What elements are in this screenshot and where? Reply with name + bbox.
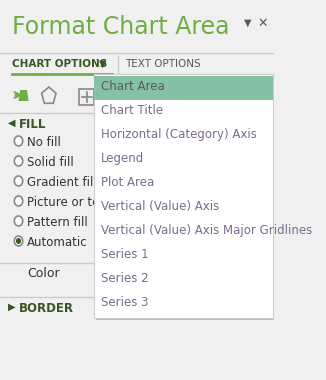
- Text: BORDER: BORDER: [19, 302, 74, 315]
- Circle shape: [14, 236, 23, 246]
- Circle shape: [14, 216, 23, 226]
- Text: ▼: ▼: [99, 59, 107, 69]
- Circle shape: [14, 156, 23, 166]
- Circle shape: [14, 196, 23, 206]
- Text: Automatic: Automatic: [27, 236, 88, 249]
- Text: Chart Area: Chart Area: [101, 80, 165, 93]
- Circle shape: [14, 176, 23, 186]
- Text: Color: Color: [27, 267, 60, 280]
- FancyBboxPatch shape: [0, 0, 274, 380]
- FancyBboxPatch shape: [94, 74, 273, 318]
- Text: CHART OPTIONS: CHART OPTIONS: [12, 59, 107, 69]
- Text: Legend: Legend: [101, 152, 144, 165]
- Text: Vertical (Value) Axis Major Gridlines: Vertical (Value) Axis Major Gridlines: [101, 224, 312, 237]
- FancyBboxPatch shape: [94, 76, 273, 100]
- Text: No fill: No fill: [27, 136, 61, 149]
- Circle shape: [16, 238, 21, 244]
- Text: FILL: FILL: [19, 118, 46, 131]
- Text: ◀: ◀: [8, 118, 16, 128]
- Text: ✕: ✕: [258, 17, 268, 30]
- Text: Pattern fill: Pattern fill: [27, 216, 88, 229]
- FancyBboxPatch shape: [96, 76, 274, 320]
- Text: Picture or te: Picture or te: [27, 196, 99, 209]
- Text: ▼: ▼: [244, 18, 252, 28]
- FancyBboxPatch shape: [204, 267, 230, 289]
- Circle shape: [14, 136, 23, 146]
- Text: Chart Title: Chart Title: [101, 104, 163, 117]
- Polygon shape: [19, 90, 29, 101]
- Text: Gradient fill: Gradient fill: [27, 176, 97, 189]
- Text: ☜: ☜: [207, 269, 220, 283]
- Text: ▶: ▶: [8, 302, 16, 312]
- Text: Format Chart Area: Format Chart Area: [12, 15, 229, 39]
- Text: Series 3: Series 3: [101, 296, 149, 309]
- Text: Series 2: Series 2: [101, 272, 149, 285]
- Text: Solid fill: Solid fill: [27, 156, 74, 169]
- Text: Series 1: Series 1: [101, 248, 149, 261]
- Text: Horizontal (Category) Axis: Horizontal (Category) Axis: [101, 128, 257, 141]
- Text: Vertical (Value) Axis: Vertical (Value) Axis: [101, 200, 219, 213]
- Text: TEXT OPTIONS: TEXT OPTIONS: [125, 59, 200, 69]
- Text: ▼: ▼: [226, 272, 233, 282]
- Text: Plot Area: Plot Area: [101, 176, 154, 189]
